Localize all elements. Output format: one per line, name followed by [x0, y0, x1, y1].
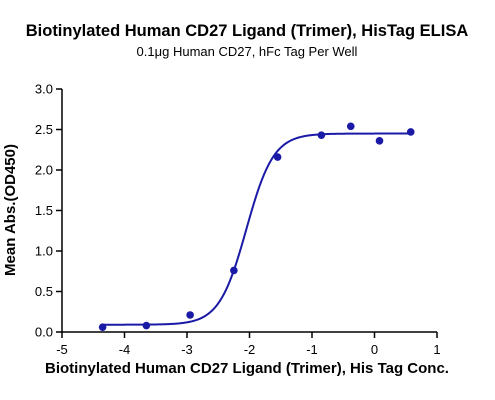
fit-curve-layer — [102, 132, 411, 326]
y-axis-label: Mean Abs.(OD450) — [2, 144, 19, 276]
data-point — [230, 266, 238, 275]
x-tick-label: -4 — [119, 342, 131, 357]
x-tick-label: -1 — [306, 342, 318, 357]
x-tick-label: -2 — [244, 342, 256, 357]
x-tick-label: 1 — [433, 342, 440, 357]
y-tick-label: 3.0 — [35, 82, 53, 97]
data-point — [98, 323, 107, 331]
data-point — [317, 131, 326, 139]
data-point — [375, 137, 384, 145]
data-point — [186, 311, 194, 319]
x-tick-label: 0 — [371, 342, 378, 357]
x-axis: -5 -4 -3 -2 -1 0 1 — [56, 331, 441, 357]
y-tick-label: 2.0 — [35, 163, 53, 178]
y-tick-label: 1.5 — [35, 203, 53, 218]
y-axis: 0.0 0.5 1.0 1.5 2.0 2.5 3.0 — [35, 82, 63, 340]
x-tick-label: -5 — [56, 342, 68, 357]
chart-title: Biotinylated Human CD27 Ligand (Trimer),… — [26, 22, 469, 40]
fit-curve — [102, 132, 411, 326]
y-tick-label: 2.5 — [35, 122, 53, 137]
data-point — [346, 122, 355, 131]
y-tick-label: 1.0 — [35, 244, 53, 259]
data-point — [142, 321, 151, 330]
chart-subtitle: 0.1μg Human CD27, hFc Tag Per Well — [137, 44, 358, 59]
y-tick-label: 0.5 — [35, 284, 53, 299]
y-tick-label: 0.0 — [35, 325, 53, 340]
data-point — [273, 153, 282, 161]
data-point — [406, 128, 415, 136]
x-axis-label: Biotinylated Human CD27 Ligand (Trimer),… — [45, 360, 449, 377]
x-tick-label: -3 — [181, 342, 193, 357]
data-points — [98, 122, 415, 331]
